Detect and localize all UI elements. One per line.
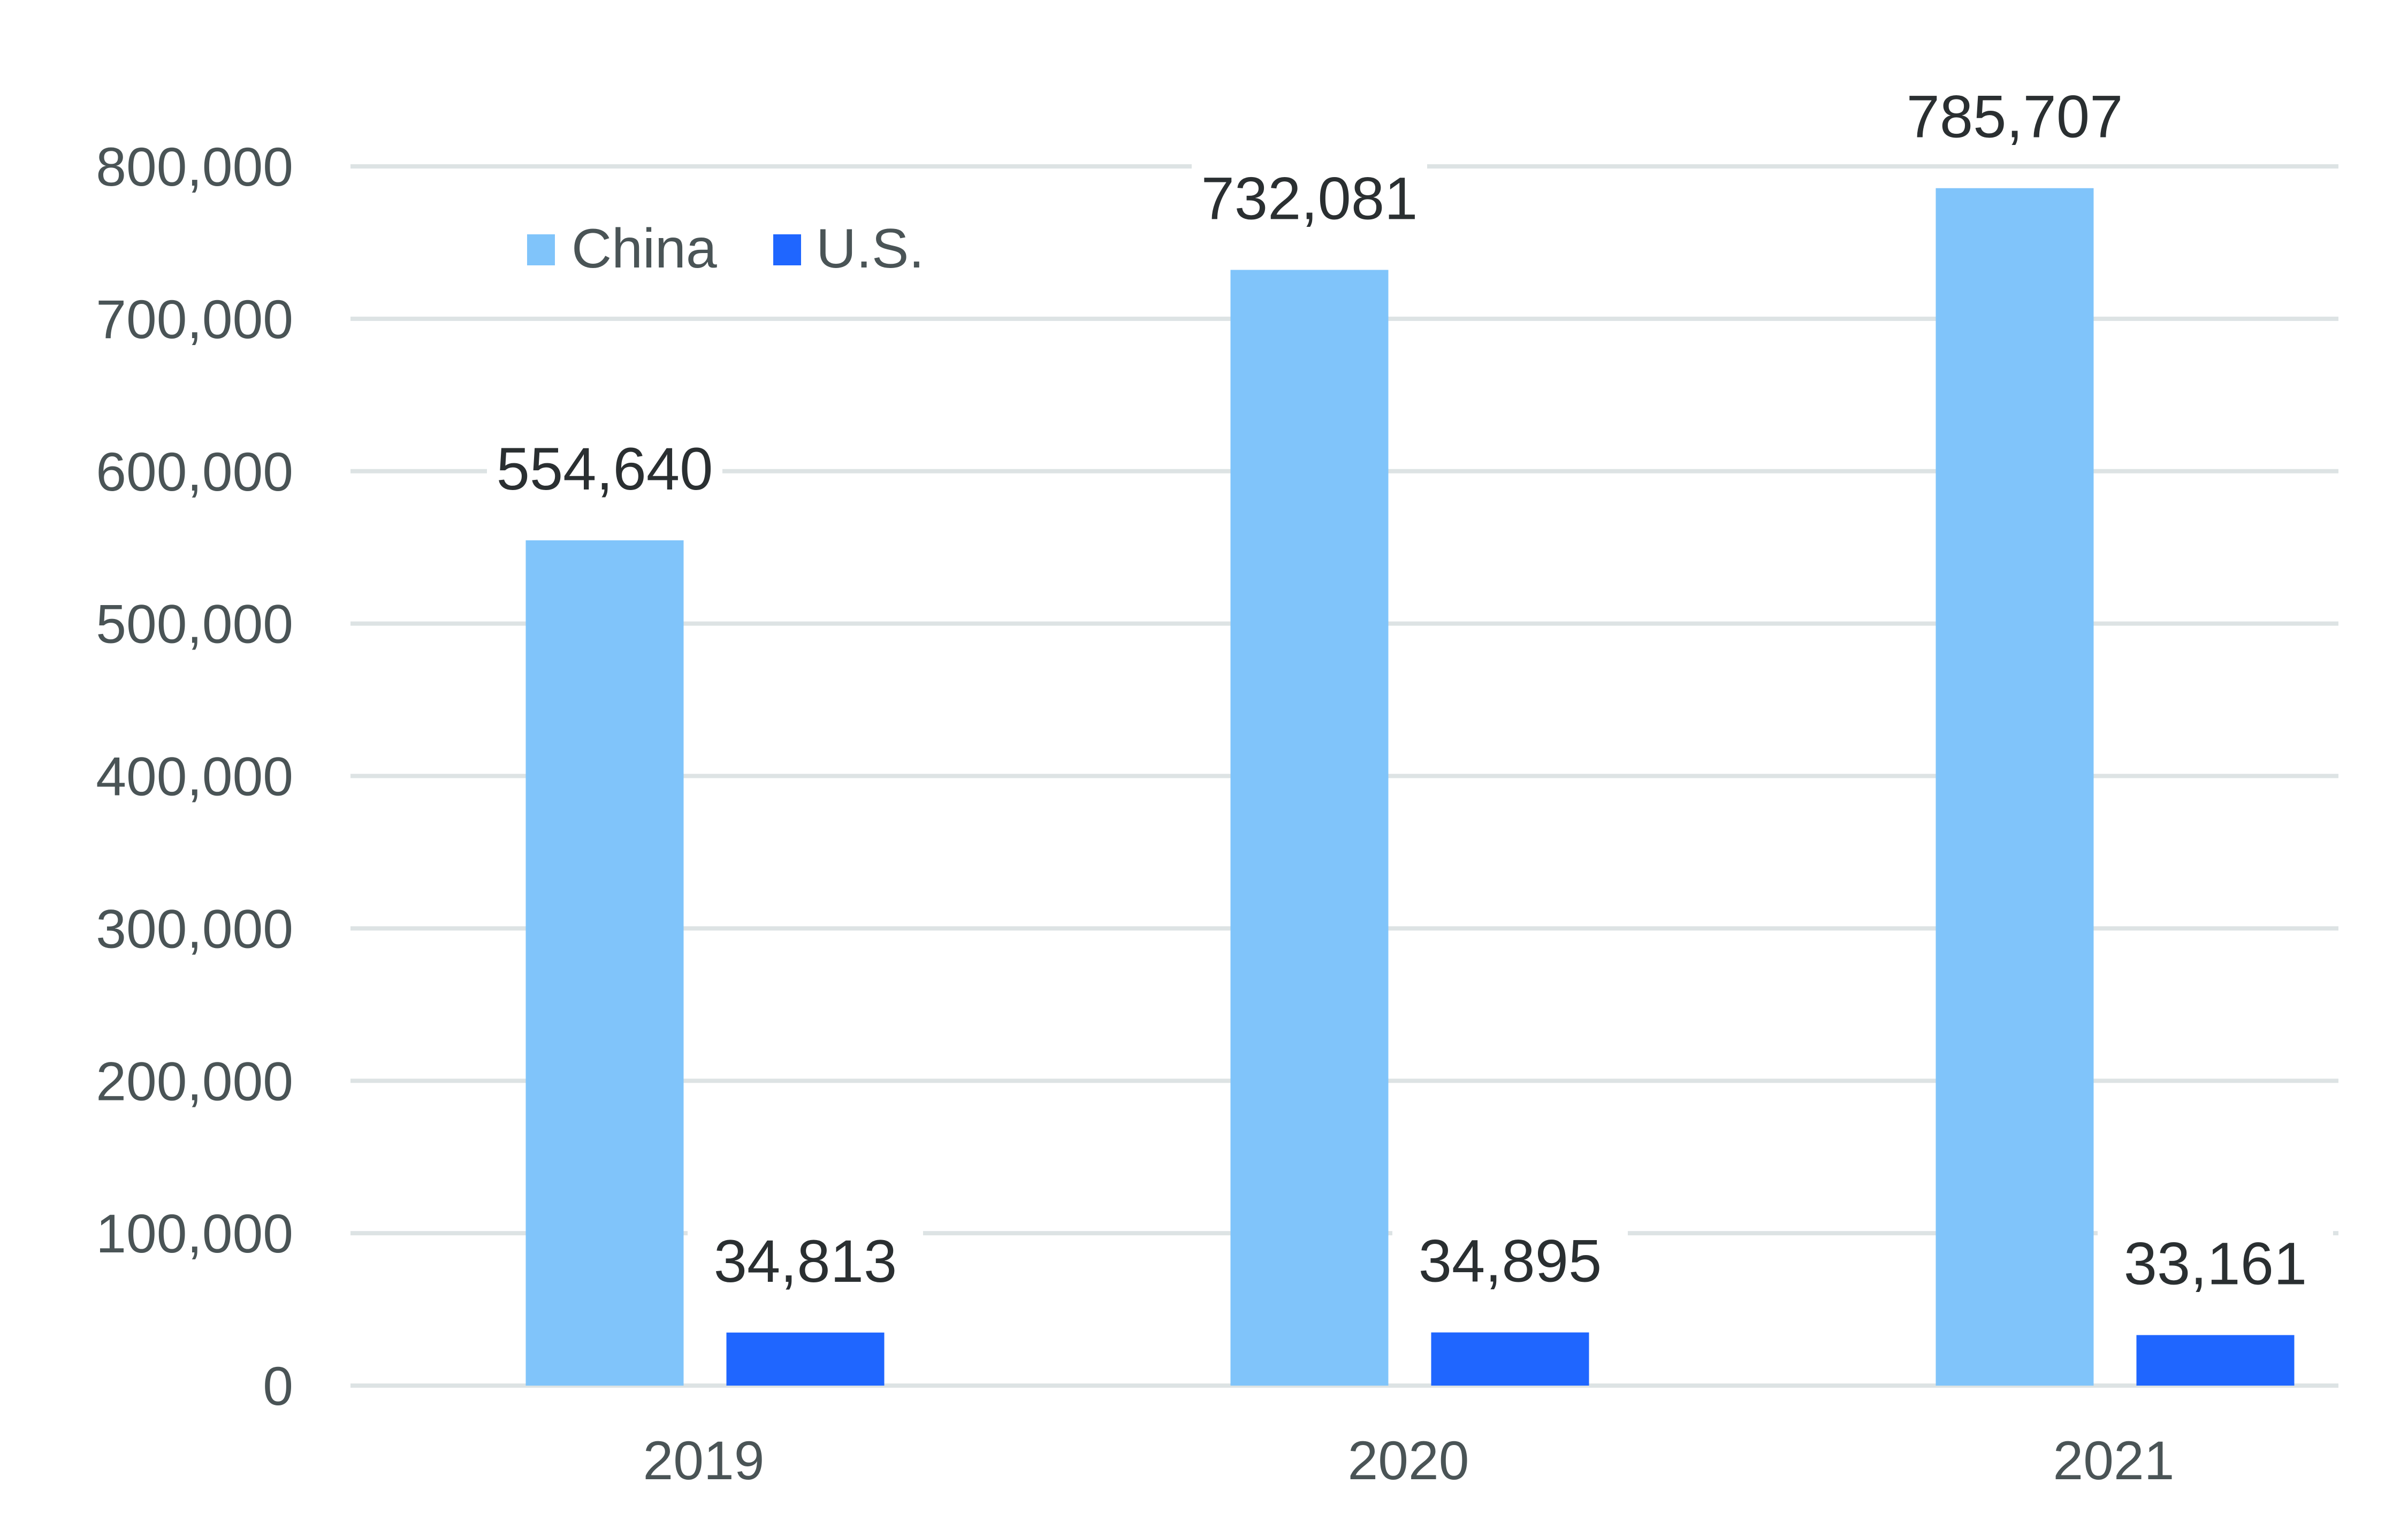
data-label-background (688, 1220, 923, 1301)
bars (525, 188, 2295, 1386)
data-label: 732,081 (1201, 165, 1418, 232)
y-tick-label: 100,000 (96, 1203, 293, 1264)
legend-label-us: U.S. (816, 218, 924, 280)
bar-china-2021 (1935, 188, 2094, 1386)
y-axis-tick-labels: 0 100,000 200,000 300,000 400,000 500,000 600,… (96, 136, 293, 1417)
data-label: 554,640 (497, 435, 713, 502)
y-tick-label: 600,000 (96, 441, 293, 502)
data-label-background (1392, 1220, 1628, 1301)
data-label-background (1192, 157, 1427, 238)
data-label-background (1897, 75, 2132, 156)
y-tick-label: 400,000 (96, 746, 293, 807)
y-tick-label: 700,000 (96, 289, 293, 350)
data-label: 785,707 (1907, 83, 2123, 150)
y-tick-label: 300,000 (96, 898, 293, 959)
y-tick-label: 500,000 (96, 594, 293, 655)
legend: China U.S. (527, 218, 924, 280)
data-label-background (2098, 1222, 2333, 1303)
x-axis-tick-labels: 2019 2020 2021 (643, 1430, 2175, 1491)
y-tick-label: 0 (263, 1356, 293, 1417)
bar-us-2020 (1431, 1332, 1589, 1386)
legend-label-china: China (571, 218, 717, 280)
bar-china-2020 (1230, 270, 1389, 1386)
bar-us-2021 (2136, 1335, 2295, 1386)
bar-china-2019 (525, 540, 684, 1386)
legend-swatch-us (773, 234, 801, 265)
legend-swatch-china (527, 234, 555, 265)
data-label: 34,895 (1419, 1228, 1602, 1295)
y-tick-label: 800,000 (96, 136, 293, 197)
x-tick-label: 2021 (2053, 1430, 2175, 1491)
data-label: 33,161 (2124, 1230, 2307, 1297)
y-tick-label: 200,000 (96, 1051, 293, 1112)
x-tick-label: 2019 (643, 1430, 765, 1491)
data-label-background (487, 427, 722, 508)
data-labels: 554,640 34,813 732,081 34,895 785,707 33,161 (487, 75, 2333, 1303)
data-label: 34,813 (714, 1228, 897, 1295)
x-tick-label: 2020 (1348, 1430, 1469, 1491)
bar-us-2019 (726, 1332, 885, 1386)
